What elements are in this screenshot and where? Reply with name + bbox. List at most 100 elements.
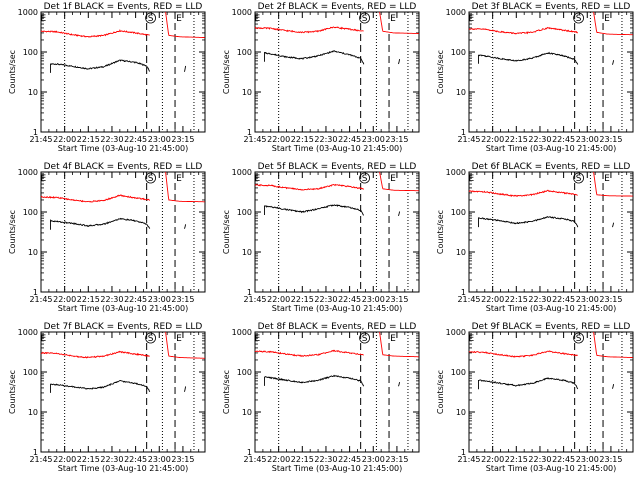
x-tick-label: 22:45 bbox=[552, 455, 575, 464]
x-tick-label: 23:00 bbox=[362, 455, 385, 464]
x-tick-label: 22:30 bbox=[314, 135, 337, 144]
x-tick-label: 22:00 bbox=[481, 295, 504, 304]
x-tick-label: 23:00 bbox=[576, 295, 599, 304]
y-tick-label: 10 bbox=[456, 88, 466, 97]
x-tick-label: 21:45 bbox=[457, 295, 480, 304]
panel-title: Det 1f BLACK = Events, RED = LLD bbox=[44, 2, 203, 12]
y-tick-label: 100 bbox=[237, 48, 252, 57]
lld-series-line bbox=[40, 194, 151, 203]
orbit-marker-label: E bbox=[41, 14, 47, 24]
panel-8: Det 8f BLACK = Events, RED = LLD 1 10 100 10… bbox=[222, 322, 420, 473]
x-tick-label: 22:00 bbox=[267, 455, 290, 464]
x-tick-label: 23:15 bbox=[385, 135, 408, 144]
x-axis-label: Start Time (03-Aug-10 21:45:00) bbox=[272, 304, 403, 313]
events-series-line bbox=[612, 384, 615, 389]
x-tick-label: 23:15 bbox=[171, 135, 194, 144]
x-axis-label: Start Time (03-Aug-10 21:45:00) bbox=[58, 464, 189, 473]
y-axis-label: Counts/sec bbox=[222, 210, 231, 254]
orbit-marker-label: E bbox=[469, 334, 475, 344]
events-series-line bbox=[478, 216, 579, 228]
panel-1: Det 1f BLACK = Events, RED = LLD 1 10 100 10… bbox=[8, 2, 206, 153]
x-tick-label: 23:00 bbox=[362, 135, 385, 144]
y-axis-label: Counts/sec bbox=[436, 370, 445, 414]
panel-6: Det 6f BLACK = Events, RED = LLD 1 10 100 10… bbox=[436, 162, 634, 313]
orbit-marker-label: E bbox=[176, 334, 182, 344]
x-tick-label: 23:15 bbox=[385, 455, 408, 464]
plot-frame bbox=[40, 171, 206, 293]
orbit-marker-label: E bbox=[176, 14, 182, 24]
events-series-line bbox=[50, 217, 151, 230]
lld-series-line bbox=[468, 350, 578, 358]
x-tick-label: 23:00 bbox=[362, 295, 385, 304]
lld-series-line bbox=[379, 331, 419, 358]
x-tick-label: 22:45 bbox=[552, 135, 575, 144]
orbit-marker-label: E bbox=[41, 334, 47, 344]
x-tick-label: 22:45 bbox=[338, 295, 361, 304]
y-tick-label: 1 bbox=[461, 448, 466, 457]
y-tick-label: 1000 bbox=[232, 328, 252, 337]
orbit-marker-label: E bbox=[469, 174, 475, 184]
y-axis-label: Counts/sec bbox=[436, 210, 445, 254]
y-axis-label: Counts/sec bbox=[8, 210, 17, 254]
lld-series-line bbox=[165, 331, 205, 359]
x-tick-label: 22:15 bbox=[505, 135, 528, 144]
y-tick-label: 1000 bbox=[18, 8, 38, 17]
orbit-marker-label: S bbox=[576, 174, 582, 184]
panel-title: Det 6f BLACK = Events, RED = LLD bbox=[472, 162, 631, 172]
x-tick-label: 22:30 bbox=[528, 455, 551, 464]
y-tick-label: 1 bbox=[461, 288, 466, 297]
x-tick-label: 21:45 bbox=[29, 455, 52, 464]
y-tick-label: 10 bbox=[456, 248, 466, 257]
orbit-marker-label: E bbox=[255, 174, 261, 184]
y-tick-label: 1000 bbox=[232, 168, 252, 177]
x-tick-label: 21:45 bbox=[457, 455, 480, 464]
y-tick-label: 1 bbox=[247, 448, 252, 457]
lld-series-line bbox=[593, 11, 633, 36]
y-tick-label: 1000 bbox=[446, 328, 466, 337]
x-tick-label: 21:45 bbox=[243, 135, 266, 144]
x-tick-label: 22:00 bbox=[481, 455, 504, 464]
x-tick-label: 23:00 bbox=[148, 135, 171, 144]
orbit-marker-label: S bbox=[148, 334, 154, 344]
plot-frame bbox=[468, 11, 634, 133]
orbit-marker-label: E bbox=[255, 14, 261, 24]
events-series-line bbox=[184, 65, 187, 72]
x-axis-label: Start Time (03-Aug-10 21:45:00) bbox=[58, 304, 189, 313]
x-tick-label: 21:45 bbox=[29, 135, 52, 144]
x-tick-label: 22:45 bbox=[338, 135, 361, 144]
saa-marker-circle bbox=[573, 172, 584, 184]
x-tick-label: 22:45 bbox=[124, 295, 147, 304]
x-tick-label: 22:15 bbox=[77, 135, 100, 144]
y-axis-label: Counts/sec bbox=[8, 50, 17, 94]
events-series-line bbox=[612, 222, 615, 228]
events-series-line bbox=[612, 60, 615, 65]
events-series-line bbox=[50, 59, 151, 73]
x-tick-label: 22:15 bbox=[77, 455, 100, 464]
x-tick-label: 22:15 bbox=[291, 455, 314, 464]
y-tick-label: 1 bbox=[247, 128, 252, 137]
x-tick-label: 22:30 bbox=[314, 295, 337, 304]
panel-title: Det 5f BLACK = Events, RED = LLD bbox=[258, 162, 417, 172]
lld-series-line bbox=[468, 189, 578, 197]
y-tick-label: 1000 bbox=[446, 168, 466, 177]
orbit-marker-label: S bbox=[362, 334, 368, 344]
x-axis-label: Start Time (03-Aug-10 21:45:00) bbox=[58, 144, 189, 153]
x-tick-label: 22:45 bbox=[124, 135, 147, 144]
lld-series-line bbox=[165, 11, 205, 38]
y-tick-label: 1 bbox=[33, 288, 38, 297]
panel-7: Det 7f BLACK = Events, RED = LLD 1 10 100 10… bbox=[8, 322, 206, 473]
lld-series-line bbox=[40, 350, 150, 359]
saa-marker-circle bbox=[359, 172, 370, 184]
orbit-marker-label: S bbox=[362, 14, 368, 24]
x-tick-label: 21:45 bbox=[243, 295, 266, 304]
x-tick-label: 22:00 bbox=[53, 455, 76, 464]
panel-title: Det 4f BLACK = Events, RED = LLD bbox=[44, 162, 203, 172]
x-tick-label: 22:30 bbox=[100, 295, 123, 304]
panel-title: Det 7f BLACK = Events, RED = LLD bbox=[44, 322, 203, 332]
y-tick-label: 1 bbox=[33, 448, 38, 457]
events-series-line bbox=[478, 51, 579, 65]
panel-title: Det 9f BLACK = Events, RED = LLD bbox=[472, 322, 631, 332]
x-tick-label: 23:00 bbox=[576, 135, 599, 144]
orbit-marker-label: S bbox=[362, 174, 368, 184]
